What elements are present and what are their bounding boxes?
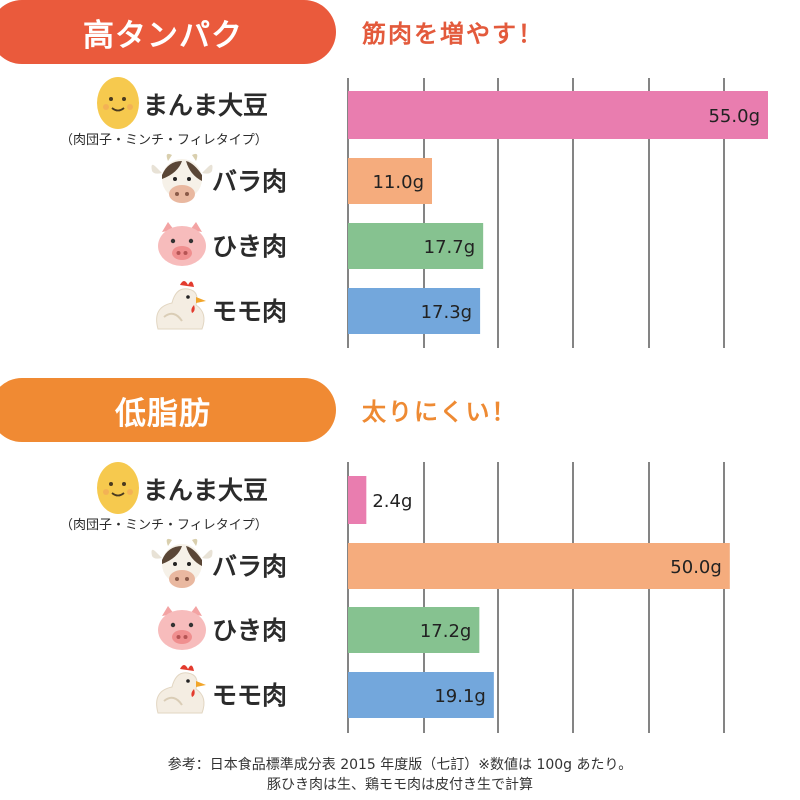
- footer-line-2: 豚ひき肉は生、鶏モモ肉は皮付き生で計算: [267, 777, 533, 793]
- footer-note: 参考：日本食品標準成分表 2015 年度版（七訂）※数値は 100g あたり。 …: [0, 755, 800, 795]
- row-label: まんま大豆: [143, 91, 268, 120]
- bar: [348, 223, 484, 269]
- row-label: モモ肉: [212, 297, 287, 326]
- row-label: ひき肉: [212, 616, 287, 645]
- protein-chart: 55.0g まんま大豆 （肉団子・ミンチ・フィレタイプ） 11.0g バラ肉 17.7g ひ…: [60, 77, 768, 348]
- cow-icon: [151, 538, 213, 588]
- bar: [348, 158, 432, 204]
- bar: [348, 476, 367, 524]
- bar-value-label: 17.2g: [420, 621, 472, 642]
- fat-section: 2.4g まんま大豆 （肉団子・ミンチ・フィレタイプ） 50.0g バラ肉 17.2g ひき…: [0, 378, 800, 746]
- soybean-icon: [97, 462, 139, 514]
- row-label: モモ肉: [212, 681, 287, 710]
- chicken-icon: [156, 665, 206, 714]
- fat-pill: 低脂肪: [0, 378, 336, 442]
- row-label: バラ肉: [212, 167, 287, 196]
- chicken-icon: [156, 281, 206, 330]
- bar: [348, 672, 494, 718]
- row-label: バラ肉: [212, 552, 287, 581]
- row-label: ひき肉: [212, 232, 287, 261]
- bar-value-label: 19.1g: [434, 686, 486, 707]
- pig-icon: [158, 606, 206, 650]
- bar: [348, 91, 768, 139]
- row-sublabel: （肉団子・ミンチ・フィレタイプ）: [60, 133, 268, 148]
- row-label: まんま大豆: [143, 476, 268, 505]
- bar-value-label: 17.3g: [421, 302, 473, 323]
- bar: [348, 607, 480, 653]
- protein-tagline: 筋肉を増やす！: [362, 20, 544, 48]
- bar-value-label: 11.0g: [372, 172, 424, 193]
- row-sublabel: （肉団子・ミンチ・フィレタイプ）: [60, 518, 268, 533]
- protein-pill: 高タンパク: [0, 0, 336, 64]
- fat-tagline: 太りにくい！: [362, 398, 518, 426]
- bar-value-label: 2.4g: [372, 491, 412, 512]
- bar: [348, 543, 730, 589]
- bar-value-label: 17.7g: [424, 237, 476, 258]
- cow-icon: [151, 153, 213, 203]
- bar-value-label: 50.0g: [670, 557, 722, 578]
- bar-value-label: 55.0g: [708, 106, 760, 127]
- fat-chart: 2.4g まんま大豆 （肉団子・ミンチ・フィレタイプ） 50.0g バラ肉 17.2g ひき…: [60, 462, 730, 733]
- protein-section: 55.0g まんま大豆 （肉団子・ミンチ・フィレタイプ） 11.0g バラ肉 17.7g ひ…: [0, 0, 800, 368]
- footer-line-1: 参考：日本食品標準成分表 2015 年度版（七訂）※数値は 100g あたり。: [167, 757, 633, 773]
- pig-icon: [158, 222, 206, 266]
- soybean-icon: [97, 77, 139, 129]
- bar: [348, 288, 481, 334]
